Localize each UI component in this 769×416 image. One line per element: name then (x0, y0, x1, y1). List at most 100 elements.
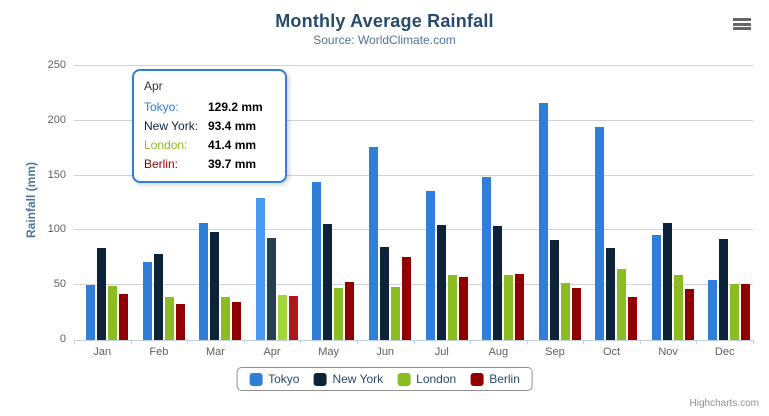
bar-new-york-apr[interactable] (266, 237, 276, 340)
y-axis-tick-label: 50 (53, 278, 66, 291)
x-axis-category-label: Aug (488, 346, 509, 358)
bar-new-york-feb[interactable] (153, 253, 163, 340)
bar-london-sep[interactable] (560, 282, 570, 340)
x-axis-tick (639, 340, 641, 344)
bar-new-york-nov[interactable] (662, 223, 672, 340)
bar-berlin-jul[interactable] (458, 277, 468, 340)
bar-tokyo-aug[interactable] (482, 177, 492, 340)
bar-london-apr[interactable] (277, 294, 287, 340)
x-axis-category-label: Dec (714, 346, 735, 358)
bar-berlin-oct[interactable] (628, 297, 638, 340)
legend-symbol-icon (313, 372, 327, 386)
bar-london-dec[interactable] (730, 283, 740, 340)
tooltip-row-london: London: 41.4 mm (144, 136, 275, 155)
bar-berlin-dec[interactable] (741, 283, 751, 340)
bar-london-jul[interactable] (447, 275, 457, 340)
bar-tokyo-jun[interactable] (368, 147, 378, 340)
bar-berlin-feb[interactable] (175, 303, 185, 340)
y-axis-tick-label: 100 (47, 223, 66, 236)
x-axis-category-label: Mar (205, 346, 225, 358)
y-gridline (74, 174, 753, 176)
bar-new-york-jun[interactable] (379, 247, 389, 340)
bar-tokyo-mar[interactable] (199, 223, 209, 340)
bar-new-york-jan[interactable] (97, 248, 106, 340)
x-axis-tick (583, 340, 585, 344)
tooltip-header: Apr (144, 79, 163, 93)
bar-berlin-jan[interactable] (119, 293, 128, 340)
bar-tokyo-jul[interactable] (425, 191, 435, 340)
x-axis-tick (243, 340, 245, 344)
bar-tokyo-jan[interactable] (86, 285, 95, 340)
x-axis-category-label: Sep (545, 346, 565, 358)
x-axis-tick (356, 340, 358, 344)
bar-tokyo-may[interactable] (312, 182, 322, 340)
legend-item-london[interactable]: London (397, 372, 456, 386)
bar-london-feb[interactable] (164, 297, 174, 340)
bar-tokyo-dec[interactable] (708, 280, 718, 340)
bar-berlin-mar[interactable] (232, 302, 242, 340)
y-gridline (74, 229, 753, 231)
legend-item-new-york[interactable]: New York (313, 372, 383, 386)
y-axis-tick-label: 200 (47, 113, 66, 126)
legend-item-tokyo[interactable]: Tokyo (249, 372, 299, 386)
legend-label: London (416, 372, 457, 386)
tooltip-row-tokyo: Tokyo: 129.2 mm (144, 98, 275, 117)
x-axis-tick (696, 340, 698, 344)
y-gridline (74, 119, 753, 121)
y-gridline (74, 65, 753, 66)
x-axis-category-label: Feb (149, 346, 169, 358)
bar-new-york-sep[interactable] (549, 240, 559, 340)
x-axis-category-label: Apr (263, 346, 281, 358)
bar-london-jun[interactable] (390, 287, 400, 340)
bar-tokyo-oct[interactable] (595, 127, 605, 340)
bar-london-nov[interactable] (673, 275, 683, 340)
bar-london-may[interactable] (334, 288, 344, 340)
tooltip-series-label: London: (144, 138, 188, 152)
x-axis-tick (753, 340, 754, 344)
bar-berlin-jun[interactable] (401, 257, 411, 340)
bar-tokyo-apr[interactable] (255, 198, 265, 340)
x-axis-tick (470, 340, 472, 344)
chart-subtitle: Source: WorldClimate.com (313, 33, 456, 47)
legend-item-berlin[interactable]: Berlin (470, 372, 520, 386)
x-axis-tick (130, 340, 132, 344)
bar-new-york-mar[interactable] (210, 232, 220, 340)
bar-berlin-nov[interactable] (684, 288, 694, 340)
bar-berlin-sep[interactable] (571, 287, 581, 340)
y-axis-tick-label: 0 (59, 333, 66, 345)
tooltip-series-label: Berlin: (144, 157, 179, 171)
x-axis-tick (526, 340, 528, 344)
bar-berlin-apr[interactable] (288, 296, 298, 340)
x-axis-category-label: Jun (376, 346, 395, 358)
tooltip-series-value: 129.2 mm (208, 100, 263, 114)
x-axis-category-label: Jul (434, 346, 449, 358)
highcharts-credit-link[interactable]: Highcharts.com (689, 398, 759, 409)
tooltip: Apr Tokyo: 129.2 mm New York: 93.4 mm London… (132, 69, 287, 183)
bar-london-jan[interactable] (108, 286, 117, 340)
y-gridline (74, 284, 753, 286)
bar-new-york-jul[interactable] (436, 224, 446, 340)
x-axis-category-label: Nov (658, 346, 678, 358)
legend-label: Tokyo (268, 372, 300, 386)
tooltip-row-berlin: Berlin: 39.7 mm (144, 155, 275, 174)
bar-tokyo-nov[interactable] (651, 235, 661, 340)
x-axis-tick (74, 340, 75, 344)
hamburger-menu-icon (733, 18, 751, 30)
legend: Tokyo New York London Berlin (236, 367, 533, 391)
bar-london-aug[interactable] (504, 274, 514, 340)
bar-new-york-oct[interactable] (606, 248, 616, 340)
bar-new-york-aug[interactable] (493, 225, 503, 340)
bar-berlin-aug[interactable] (515, 273, 525, 340)
x-axis-category-label: Jan (93, 346, 112, 358)
bar-tokyo-sep[interactable] (538, 102, 548, 340)
legend-symbol-icon (470, 372, 484, 386)
bar-tokyo-feb[interactable] (142, 261, 152, 340)
bar-london-oct[interactable] (617, 268, 627, 340)
bar-berlin-may[interactable] (345, 282, 355, 340)
context-menu-button[interactable] (729, 14, 755, 34)
bar-new-york-may[interactable] (323, 223, 333, 340)
tooltip-series-label: New York: (144, 119, 199, 133)
bar-london-mar[interactable] (221, 296, 231, 340)
bar-new-york-dec[interactable] (719, 238, 729, 340)
